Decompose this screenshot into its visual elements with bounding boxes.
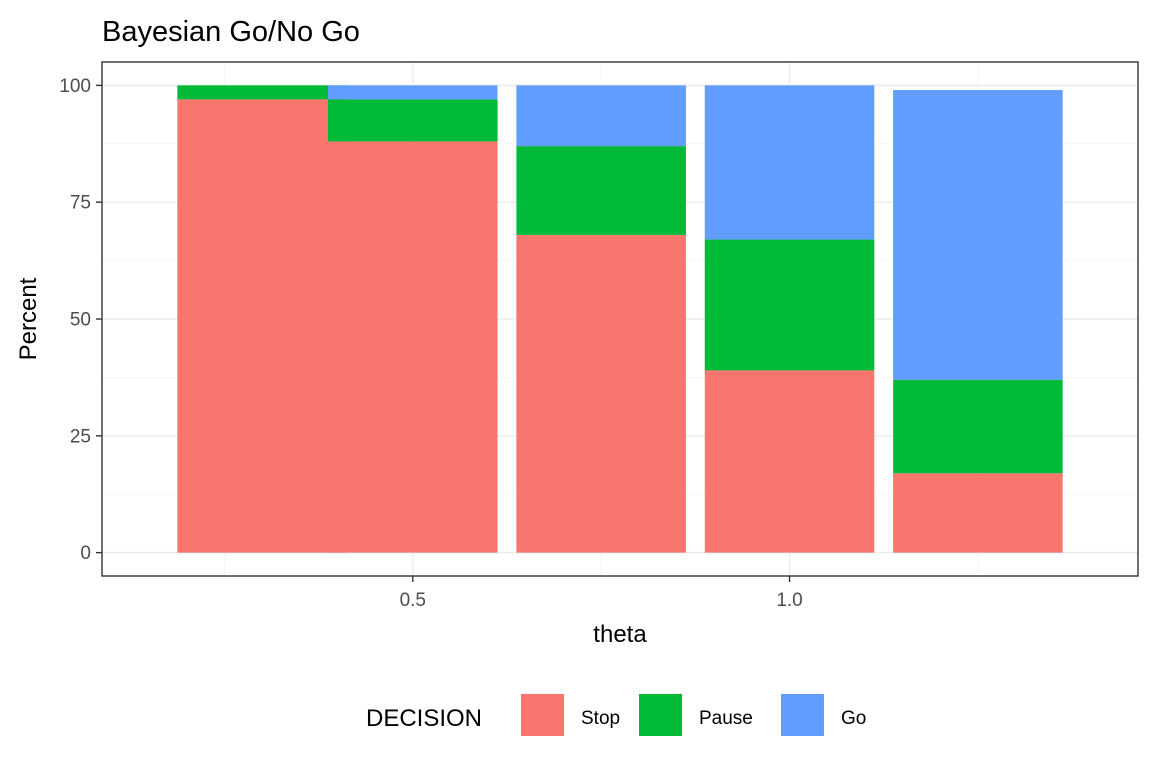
bar-stop-2: [328, 141, 498, 553]
y-tick-label: 25: [70, 426, 91, 447]
bar-stop-1: [177, 99, 347, 553]
y-tick-label: 50: [70, 310, 91, 331]
legend-key-pause: [639, 694, 682, 736]
chart-title: Bayesian Go/No Go: [102, 16, 360, 48]
legend-label-pause: Pause: [699, 708, 753, 729]
x-tick-label: 1.0: [776, 590, 802, 611]
y-axis: 0 25 50 75 100: [59, 76, 102, 564]
bar-pause-2: [328, 99, 498, 142]
y-tick-label: 75: [70, 193, 91, 214]
y-tick-label: 100: [59, 76, 91, 97]
bar-go-2: [328, 85, 498, 100]
x-axis-title: theta: [593, 621, 647, 648]
y-tick-label: 0: [80, 543, 91, 564]
bar-pause-1: [177, 85, 347, 100]
legend-key-go: [781, 694, 824, 736]
legend-label-stop: Stop: [581, 708, 620, 729]
bar-go-3: [516, 85, 686, 147]
bar-stop-4: [704, 370, 875, 553]
bar-stop-5: [893, 473, 1063, 553]
bar-pause-3: [516, 146, 686, 235]
bar-stop-3: [516, 234, 686, 553]
x-axis: 0.5 1.0: [400, 576, 803, 611]
bar-go-5: [893, 90, 1063, 380]
legend-label-go: Go: [841, 708, 866, 729]
bar-pause-4: [704, 239, 875, 371]
legend-key-stop: [521, 694, 564, 736]
bars: [177, 85, 1063, 553]
bar-go-4: [704, 85, 875, 240]
legend: DECISION Stop Pause Go: [366, 694, 866, 736]
y-axis-title: Percent: [15, 277, 42, 360]
legend-title: DECISION: [366, 705, 482, 732]
x-tick-label: 0.5: [400, 590, 426, 611]
bar-pause-5: [893, 379, 1063, 474]
